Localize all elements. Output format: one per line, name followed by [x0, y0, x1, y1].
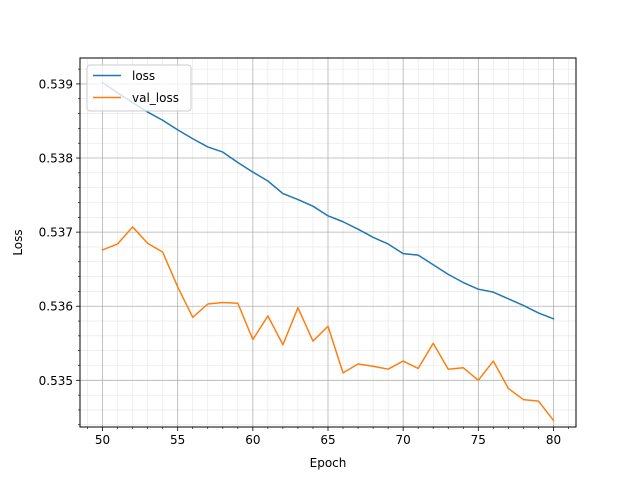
y-tick-label: 0.536: [39, 300, 73, 314]
x-tick-label: 70: [396, 433, 411, 447]
y-axis-label: Loss: [11, 229, 25, 255]
legend: loss val_loss: [86, 64, 192, 112]
x-tick-label: 50: [95, 433, 110, 447]
x-tick-label: 60: [245, 433, 260, 447]
legend-label-val-loss: val_loss: [132, 91, 179, 105]
y-axis: 0.535 0.536 0.537 0.538 0.539: [39, 68, 80, 426]
series-line-val-loss: [101, 226, 555, 422]
x-axis: 50 55 60 65 70 75 80: [87, 427, 569, 447]
y-tick-label: 0.538: [39, 152, 73, 166]
legend-label-loss: loss: [132, 69, 155, 83]
y-tick-label: 0.535: [39, 374, 73, 388]
y-tick-label: 0.537: [39, 226, 73, 240]
series-lines: [101, 81, 555, 422]
x-axis-label: Epoch: [310, 456, 347, 470]
x-tick-label: 55: [170, 433, 185, 447]
x-tick-label: 75: [471, 433, 486, 447]
y-tick-label: 0.539: [39, 77, 73, 91]
x-tick-label: 65: [320, 433, 335, 447]
legend-box: [86, 64, 192, 112]
series-line-loss: [101, 81, 555, 320]
x-tick-label: 80: [546, 433, 561, 447]
